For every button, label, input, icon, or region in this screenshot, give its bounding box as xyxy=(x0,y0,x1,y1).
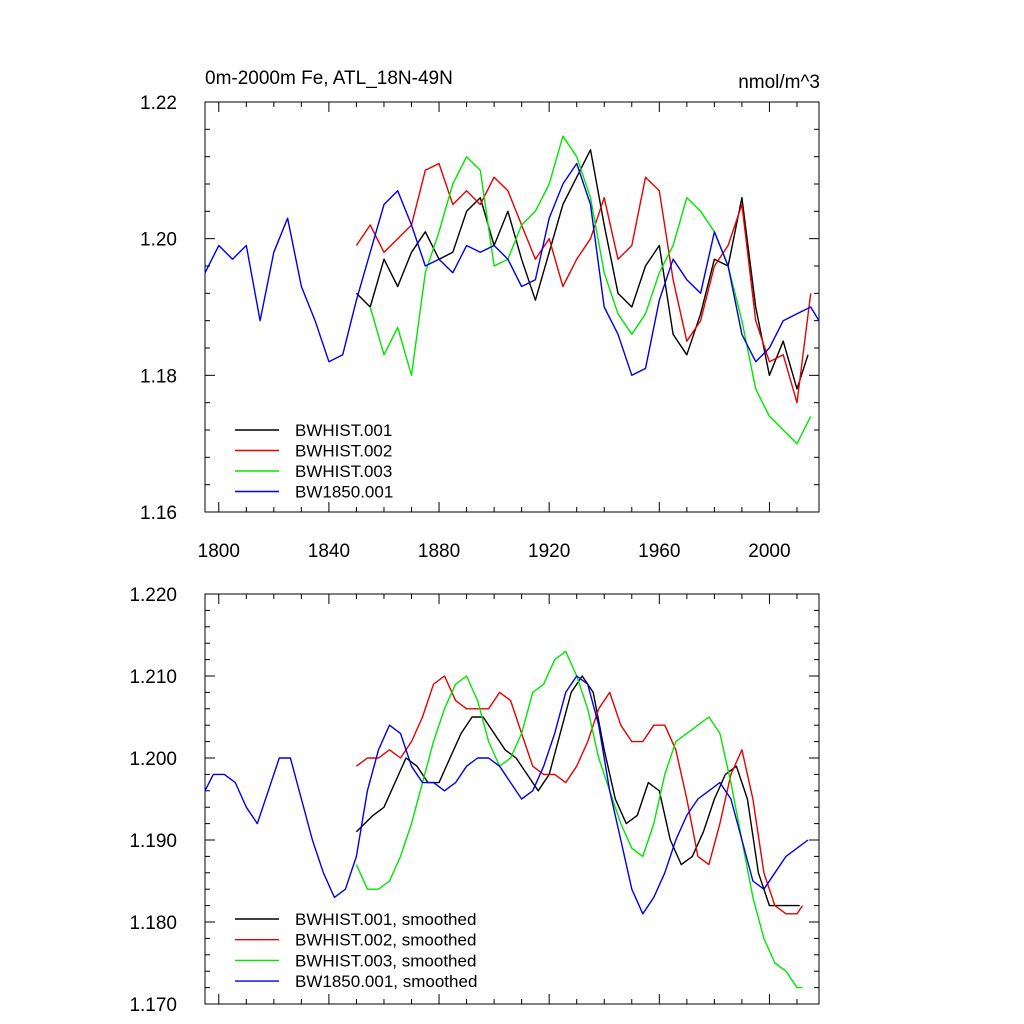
series-line-bottom-bwhist-003-smoothed xyxy=(355,650,803,989)
y-tick-label: 1.210 xyxy=(129,667,177,688)
y-tick-labels-bottom: 1.170 1.180 1.190 1.200 1.210 1.220 xyxy=(129,585,177,1016)
legend-bottom: BWHIST.001, smoothed BWHIST.002, smoothed… xyxy=(235,910,477,991)
y-tick-label: 1.20 xyxy=(140,230,177,251)
y-tick-labels-top: 1.16 1.18 1.20 1.22 xyxy=(140,93,177,524)
series-group-bottom xyxy=(204,650,809,989)
x-tick-label: 1840 xyxy=(308,541,350,562)
series-line-top-bwhist-003 xyxy=(369,135,812,445)
chart-panel-bottom: 1.170 1.180 1.190 1.200 1.210 1.220 BWHIST.00… xyxy=(129,585,820,1016)
x-tick-label: 1960 xyxy=(638,541,680,562)
series-line-top-bw1850-001 xyxy=(204,162,820,376)
y-tick-label: 1.170 xyxy=(129,995,177,1016)
series-line-bottom-bw1850-001-smoothed xyxy=(204,675,809,915)
series-line-top-bwhist-002 xyxy=(355,162,812,404)
x-tick-label: 1880 xyxy=(418,541,460,562)
y-tick-label: 1.22 xyxy=(140,93,177,114)
chart-title: 0m-2000m Fe, ATL_18N-49N xyxy=(205,68,453,89)
series-line-top-bwhist-001 xyxy=(355,149,809,390)
y-tick-label: 1.180 xyxy=(129,913,177,934)
legend-label: BWHIST.003, smoothed xyxy=(295,951,476,970)
axis-ticks-bottom xyxy=(205,593,819,1005)
y-tick-label: 1.18 xyxy=(140,366,177,387)
y-tick-label: 1.190 xyxy=(129,831,177,852)
y-tick-label: 1.220 xyxy=(129,585,177,606)
legend-label: BWHIST.003 xyxy=(295,462,392,481)
y-tick-label: 1.200 xyxy=(129,749,177,770)
x-tick-label: 1920 xyxy=(528,541,570,562)
legend-label: BWHIST.002 xyxy=(295,442,392,461)
units-label: nmol/m^3 xyxy=(738,72,820,93)
legend-label: BWHIST.002, smoothed xyxy=(295,931,476,950)
y-tick-label: 1.16 xyxy=(140,503,177,524)
plot-frame-top xyxy=(204,101,820,513)
x-tick-labels-top: 1800 1840 1880 1920 1960 2000 xyxy=(198,541,791,562)
series-group-top xyxy=(204,135,820,445)
axis-ticks-top xyxy=(205,101,819,513)
series-line-bottom-bwhist-001-smoothed xyxy=(355,675,800,907)
chart-panel-top: 0m-2000m Fe, ATL_18N-49N nmol/m^3 1.161.… xyxy=(140,68,820,562)
legend-label: BW1850.001, smoothed xyxy=(295,972,477,991)
series-line-bottom-bwhist-002-smoothed xyxy=(355,675,804,915)
legend-label: BWHIST.001, smoothed xyxy=(295,910,476,929)
legend-label: BWHIST.001 xyxy=(295,421,392,440)
x-tick-label: 2000 xyxy=(748,541,790,562)
legend-label: BW1850.001 xyxy=(295,483,393,502)
x-tick-label: 1800 xyxy=(198,541,240,562)
plot-frame-bottom xyxy=(204,593,820,1005)
